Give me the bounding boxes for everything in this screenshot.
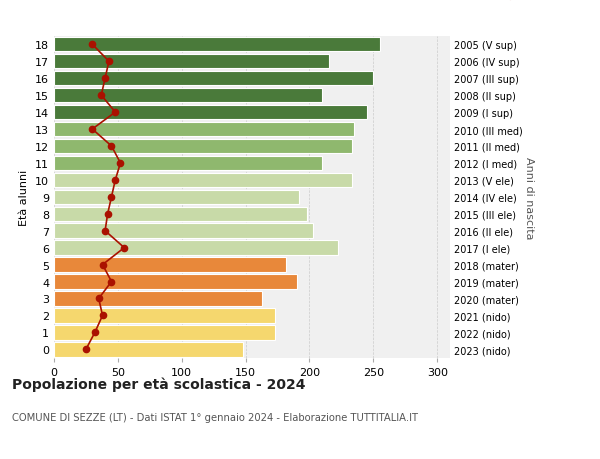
Bar (54, 190, 299, 205)
Bar (54, 207, 307, 221)
Text: COMUNE DI SEZZE (LT) - Dati ISTAT 1° gennaio 2024 - Elaborazione TUTTITALIA.IT: COMUNE DI SEZZE (LT) - Dati ISTAT 1° gen… (12, 412, 418, 422)
Bar (54, 140, 352, 154)
Bar (54, 38, 380, 52)
Bar (54, 55, 329, 69)
Y-axis label: Età alunni: Età alunni (19, 169, 29, 225)
Bar (54, 275, 297, 289)
Bar (54, 342, 243, 357)
Bar (54, 224, 313, 238)
Text: Popolazione per età scolastica - 2024: Popolazione per età scolastica - 2024 (12, 376, 305, 391)
Bar (54, 157, 322, 171)
Bar (54, 241, 338, 255)
Bar (54, 173, 352, 188)
Bar (54, 106, 367, 120)
Bar (54, 325, 275, 340)
Bar (54, 72, 373, 86)
Bar (54, 123, 354, 137)
Y-axis label: Anni di nascita: Anni di nascita (524, 156, 534, 239)
Bar (54, 89, 322, 103)
Bar (54, 308, 275, 323)
Bar (54, 291, 262, 306)
Bar (54, 258, 286, 272)
